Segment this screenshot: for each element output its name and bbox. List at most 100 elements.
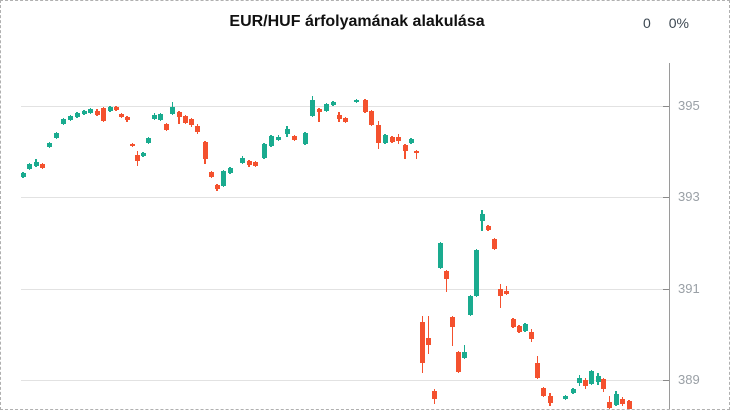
candlestick [113,106,119,111]
change-value: 0 [642,15,651,31]
axis-tick [663,380,669,381]
candlestick [336,115,342,119]
candlestick [529,332,534,339]
candlestick [302,132,308,144]
candlestick [140,153,146,156]
change-indicator: 0 0% [643,15,689,31]
candlestick [47,142,52,148]
candlestick [158,114,163,121]
candlestick [479,214,485,222]
candlestick [613,393,619,406]
candlestick [324,104,329,112]
candlestick [462,352,467,359]
candlestick [94,111,100,116]
candlestick-wick [451,316,454,347]
candlestick [130,143,135,146]
gridline [21,289,669,290]
candlestick [74,112,80,117]
candlestick [510,318,516,328]
candlestick [330,101,336,106]
candlestick [20,173,26,177]
candlestick-wick [463,344,466,359]
candlestick [316,109,322,112]
candlestick [268,136,274,147]
axis-tick-label: 391 [678,281,700,296]
candlestick [474,249,479,296]
candlestick-wick [427,316,430,354]
candlestick [310,100,315,117]
candlestick [369,111,374,126]
candlestick [354,100,359,103]
candlestick [61,118,66,124]
candlestick [240,158,245,164]
candlestick [54,132,59,138]
candlestick [577,378,582,384]
candlestick [620,399,625,404]
candlestick [456,352,461,372]
candlestick-wick [404,143,406,159]
gridline [21,380,669,381]
candlestick [214,185,220,190]
candlestick [595,375,601,382]
candlestick [541,387,546,396]
candlestick [570,389,576,393]
gridline [21,197,669,198]
candlestick [209,172,214,177]
candlestick [170,106,175,115]
candlestick [589,370,594,385]
candlestick [450,316,455,327]
candlestick [183,116,188,123]
candlestick [202,142,208,159]
candlestick [583,379,588,386]
candlestick [135,154,140,161]
candlestick [563,395,568,400]
candlestick [396,137,401,142]
candlestick [68,116,73,121]
candlestick [382,135,388,143]
axis-tick-label: 393 [678,189,700,204]
candlestick [261,143,267,159]
candlestick [498,289,503,296]
candlestick [101,107,106,122]
y-axis-line [669,63,670,409]
candlestick [535,363,540,379]
candlestick [146,137,151,143]
candlestick [444,270,449,280]
candlestick [414,151,419,154]
candlestick [522,323,528,332]
axis-tick-label: 395 [678,98,700,113]
candlestick [492,238,497,249]
candlestick [408,138,414,143]
candlestick [426,337,431,345]
candlestick [119,114,124,117]
candlestick [402,144,408,152]
chart-title: EUR/HUF árfolyamának alakulása [229,13,485,30]
candlestick [176,111,182,117]
candlestick [432,390,437,400]
candlestick [164,123,169,131]
candlestick-wick [178,111,180,124]
candlestick [343,117,348,122]
axis-tick [663,289,669,290]
axis-tick [663,106,669,107]
candlestick [246,160,252,165]
candlestick [152,115,157,119]
candlestick-wick [415,149,418,159]
candlestick [195,126,200,132]
candlestick [107,106,113,112]
candlestick [516,326,522,333]
candlestick [27,163,32,169]
candlestick [504,290,509,295]
candlestick [284,128,290,134]
candlestick [362,100,368,112]
candlestick [253,162,258,166]
candlestick [227,168,233,174]
candlestick [292,136,297,140]
axis-tick-label: 389 [678,372,700,387]
candlestick-wick [505,285,508,296]
candlestick [221,170,226,186]
axis-tick [663,197,669,198]
candlestick-wick [445,269,448,292]
change-percent: 0% [668,15,689,31]
